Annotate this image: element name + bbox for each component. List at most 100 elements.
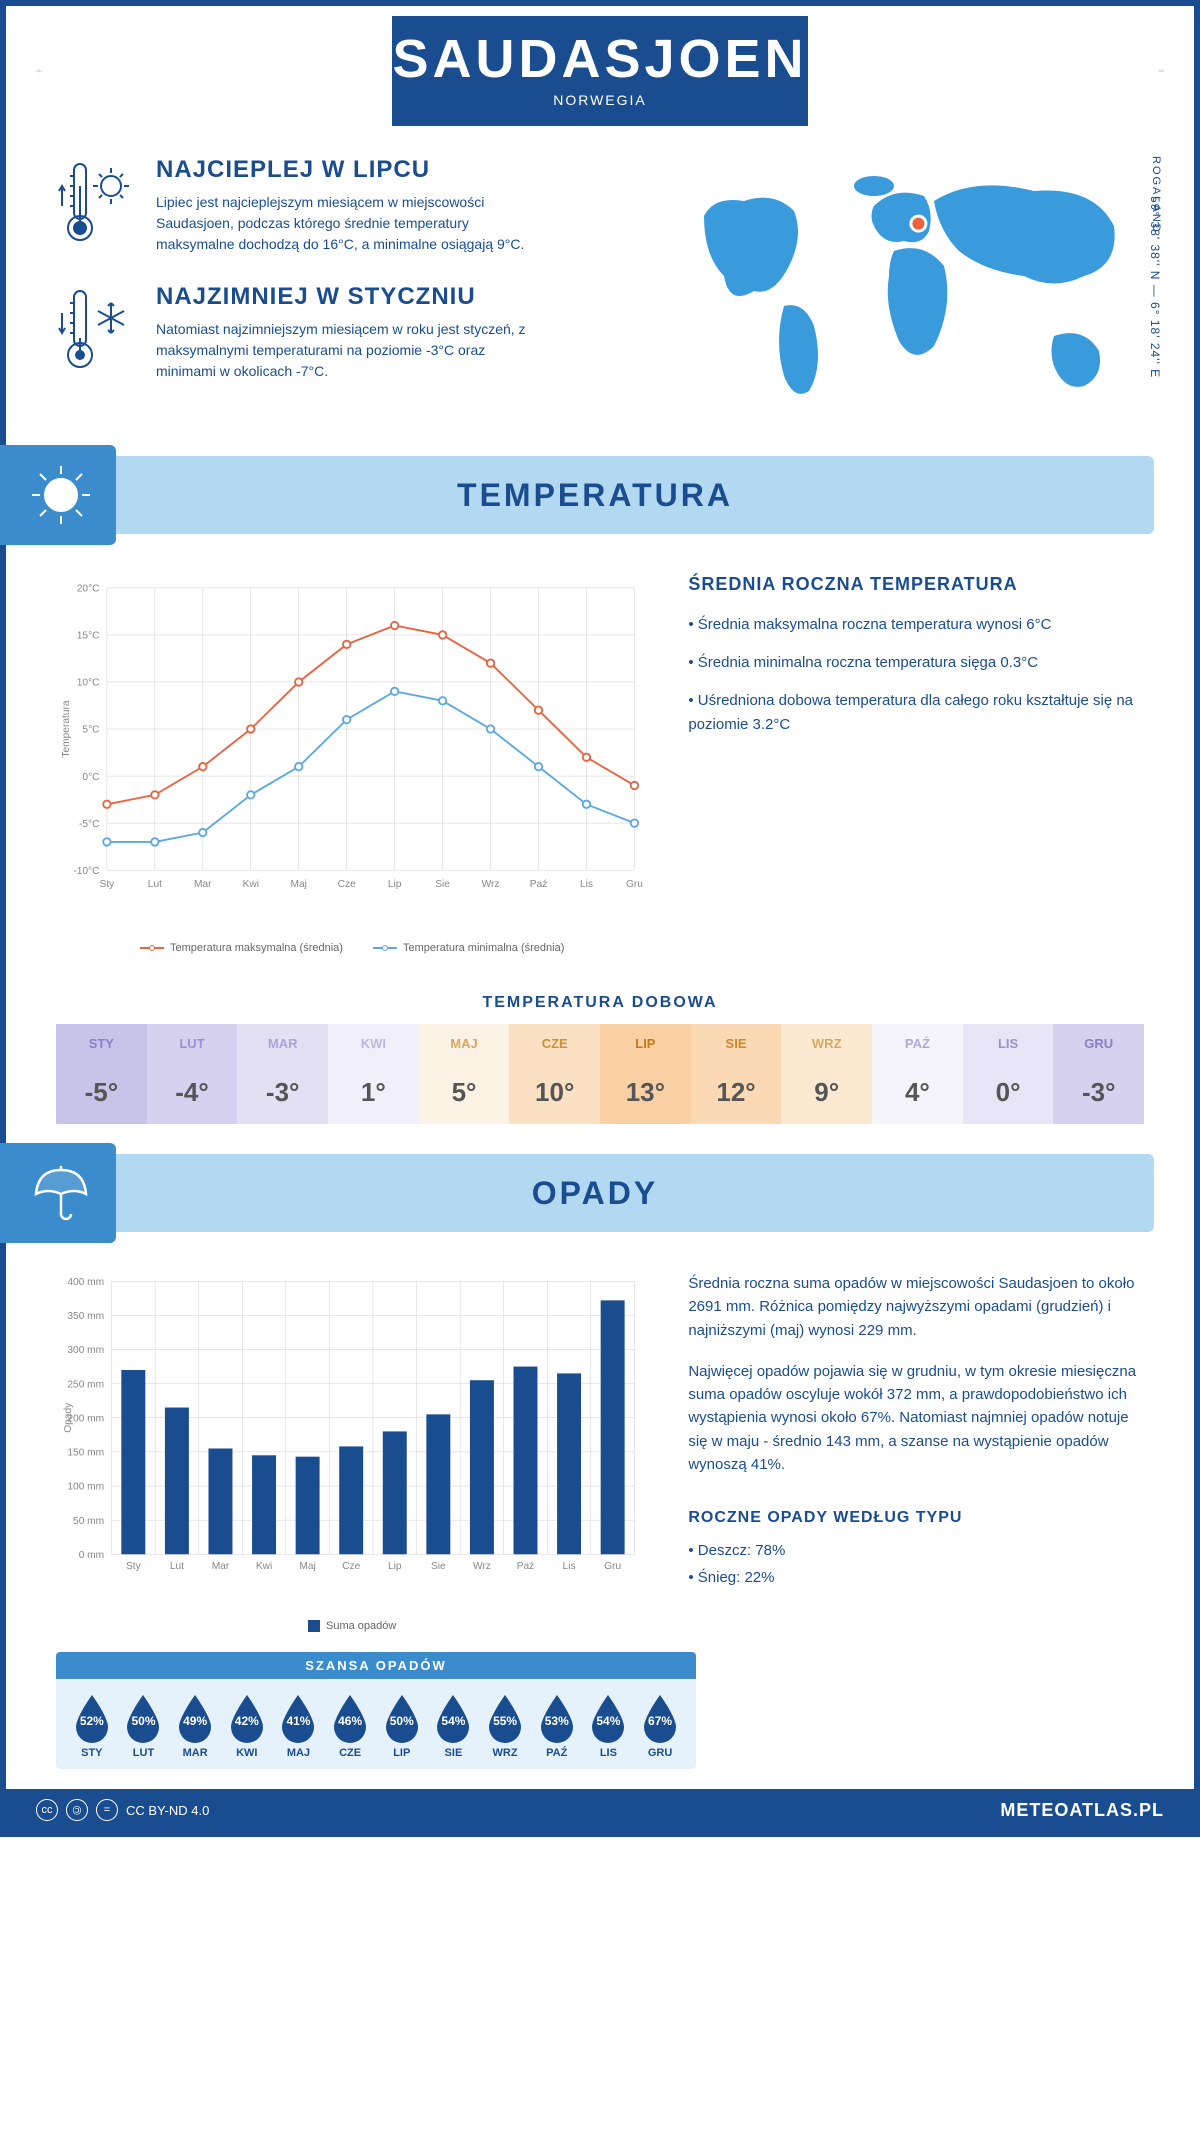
svg-text:Wrz: Wrz <box>473 1561 491 1572</box>
svg-text:100 mm: 100 mm <box>67 1482 104 1493</box>
daily-cell: PAŹ4° <box>872 1024 963 1124</box>
cc-icon: cc <box>36 1799 58 1821</box>
chance-percent: 54% <box>441 1714 465 1728</box>
svg-text:Opady: Opady <box>63 1402 74 1433</box>
svg-text:Maj: Maj <box>299 1561 315 1572</box>
svg-text:Kwi: Kwi <box>243 879 259 890</box>
daily-month: STY <box>56 1024 147 1063</box>
chance-drop: 54%SIE <box>432 1693 474 1759</box>
chance-month: KWI <box>226 1747 268 1759</box>
chance-percent: 52% <box>80 1714 104 1728</box>
svg-text:Sty: Sty <box>126 1561 142 1572</box>
daily-month: LIP <box>600 1024 691 1063</box>
daily-value: 4° <box>872 1063 963 1124</box>
chance-month: GRU <box>639 1747 681 1759</box>
nd-icon: = <box>96 1799 118 1821</box>
precipitation-chance-box: SZANSA OPADÓW 52%STY50%LUT49%MAR42%KWI41… <box>56 1652 696 1769</box>
svg-text:50 mm: 50 mm <box>73 1516 104 1527</box>
chance-month: LUT <box>122 1747 164 1759</box>
daily-cell: GRU-3° <box>1053 1024 1144 1124</box>
daily-month: LIS <box>963 1024 1054 1063</box>
world-map <box>674 156 1144 416</box>
chance-drop: 46% CZE <box>329 1693 371 1759</box>
precip-summary-1: Średnia roczna suma opadów w miejscowośc… <box>688 1272 1144 1342</box>
chance-drop: 55%WRZ <box>484 1693 526 1759</box>
chance-month: PAŹ <box>536 1747 578 1759</box>
daily-value: -3° <box>237 1063 328 1124</box>
daily-value: 13° <box>600 1063 691 1124</box>
site-name: METEOATLAS.PL <box>1000 1800 1164 1821</box>
daily-month: SIE <box>691 1024 782 1063</box>
chance-title: SZANSA OPADÓW <box>56 1652 696 1679</box>
svg-text:Gru: Gru <box>626 879 643 890</box>
coldest-block: NAJZIMNIEJ W STYCZNIU Natomiast najzimni… <box>56 283 634 382</box>
svg-text:Cze: Cze <box>338 879 356 890</box>
daily-month: LUT <box>147 1024 238 1063</box>
chance-drop: 50% LIP <box>381 1693 423 1759</box>
svg-text:Lut: Lut <box>170 1561 184 1572</box>
warmest-text: Lipiec jest najcieplejszym miesiącem w m… <box>156 192 536 255</box>
chance-month: CZE <box>329 1747 371 1759</box>
precip-type-item: • Deszcz: 78% <box>688 1539 1144 1562</box>
thermometer-sun-icon <box>56 156 136 246</box>
svg-text:10°C: 10°C <box>77 678 100 689</box>
svg-text:15°C: 15°C <box>77 631 100 642</box>
svg-text:Sie: Sie <box>431 1561 446 1572</box>
precipitation-bar-chart: 0 mm50 mm100 mm150 mm200 mm250 mm300 mm3… <box>56 1272 648 1612</box>
legend-item: Temperatura minimalna (średnia) <box>373 942 564 954</box>
temp-bullet: • Uśredniona dobowa temperatura dla całe… <box>688 689 1144 737</box>
svg-text:-5°C: -5°C <box>79 819 99 830</box>
chance-percent: 46% <box>338 1714 362 1728</box>
svg-text:Mar: Mar <box>194 879 212 890</box>
svg-text:-10°C: -10°C <box>73 866 99 877</box>
chance-percent: 49% <box>183 1714 207 1728</box>
daily-cell: LIS0° <box>963 1024 1054 1124</box>
chance-month: MAJ <box>277 1747 319 1759</box>
chance-drop: 41%MAJ <box>277 1693 319 1759</box>
precip-type-title: ROCZNE OPADY WEDŁUG TYPU <box>688 1506 1144 1531</box>
svg-text:Lip: Lip <box>388 879 402 890</box>
chance-percent: 54% <box>596 1714 620 1728</box>
temperature-title: TEMPERATURA <box>146 477 1154 514</box>
chance-percent: 53% <box>545 1714 569 1728</box>
svg-text:Gru: Gru <box>604 1561 621 1572</box>
chance-drop: 50%LUT <box>122 1693 164 1759</box>
svg-text:0°C: 0°C <box>82 772 99 783</box>
warmest-block: NAJCIEPLEJ W LIPCU Lipiec jest najcieple… <box>56 156 634 255</box>
chance-percent: 67% <box>648 1714 672 1728</box>
page-title: SAUDASJOEN <box>392 28 807 90</box>
svg-text:Cze: Cze <box>342 1561 360 1572</box>
precip-legend-label: Suma opadów <box>326 1620 396 1632</box>
svg-text:Mar: Mar <box>212 1561 230 1572</box>
chance-drop: 52%STY <box>71 1693 113 1759</box>
svg-text:150 mm: 150 mm <box>67 1448 104 1459</box>
daily-value: 1° <box>328 1063 419 1124</box>
temp-bullet: • Średnia minimalna roczna temperatura s… <box>688 651 1144 675</box>
chance-month: LIS <box>587 1747 629 1759</box>
daily-cell: KWI1° <box>328 1024 419 1124</box>
coldest-text: Natomiast najzimniejszym miesiącem w rok… <box>156 319 536 382</box>
chance-month: LIP <box>381 1747 423 1759</box>
svg-text:Lis: Lis <box>580 879 593 890</box>
daily-value: -4° <box>147 1063 238 1124</box>
svg-text:Temperatura: Temperatura <box>61 700 72 757</box>
svg-text:Sie: Sie <box>435 879 450 890</box>
daily-value: 0° <box>963 1063 1054 1124</box>
daily-month: KWI <box>328 1024 419 1063</box>
chance-drop: 42%KWI <box>226 1693 268 1759</box>
wind-decoration-left-icon <box>36 36 42 106</box>
chance-percent: 50% <box>390 1714 414 1728</box>
svg-text:350 mm: 350 mm <box>67 1311 104 1322</box>
by-icon: 🄯 <box>66 1799 88 1821</box>
svg-text:0 mm: 0 mm <box>79 1550 104 1561</box>
daily-month: GRU <box>1053 1024 1144 1063</box>
precip-type-item: • Śnieg: 22% <box>688 1566 1144 1589</box>
sun-icon <box>6 445 116 545</box>
chance-month: MAR <box>174 1747 216 1759</box>
chance-drop: 54% LIS <box>587 1693 629 1759</box>
license-text: CC BY-ND 4.0 <box>126 1803 209 1818</box>
daily-value: 5° <box>419 1063 510 1124</box>
daily-month: WRZ <box>781 1024 872 1063</box>
daily-value: 10° <box>509 1063 600 1124</box>
svg-text:250 mm: 250 mm <box>67 1379 104 1390</box>
